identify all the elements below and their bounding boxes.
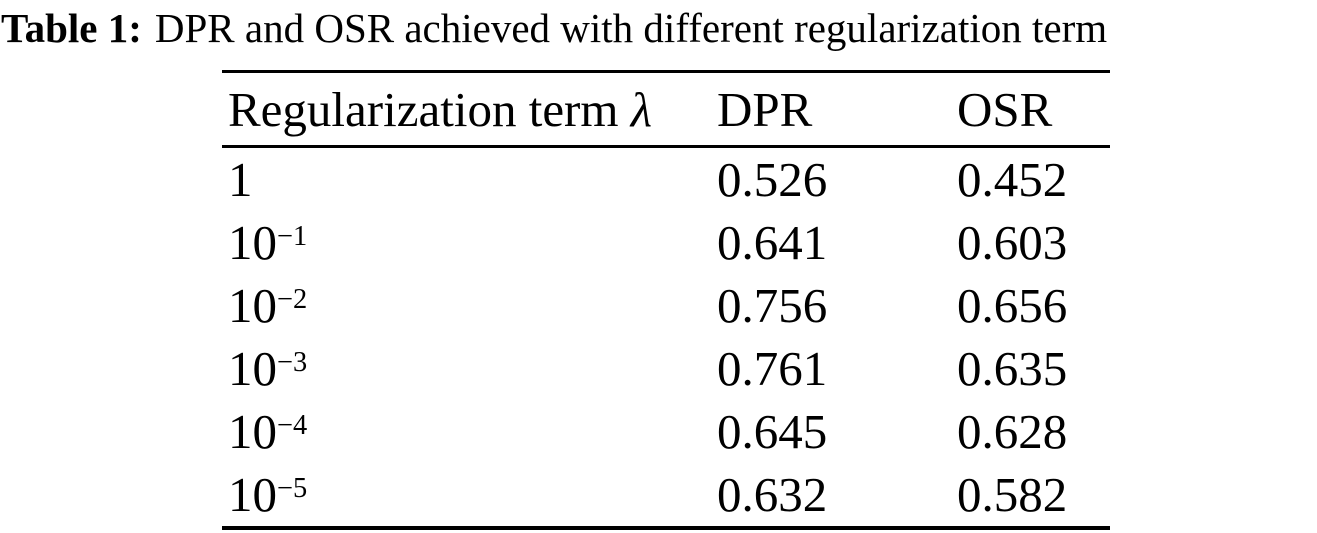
dpr-value: 0.756: [717, 278, 828, 333]
lambda-exponent: −3: [277, 346, 308, 378]
table-bottom-rule: [222, 526, 1110, 530]
table-mid-rule: [222, 145, 1110, 148]
table-row: 1 0.526 0.452: [222, 148, 1110, 211]
osr-value: 0.628: [957, 404, 1068, 459]
lambda-base: 10: [228, 404, 277, 459]
dpr-value: 0.641: [717, 215, 828, 270]
dpr-value: 0.761: [717, 341, 828, 396]
lambda-exponent: −2: [277, 283, 308, 315]
osr-value: 0.635: [957, 341, 1068, 396]
column-header-dpr: DPR: [717, 81, 813, 137]
dpr-value: 0.526: [717, 152, 828, 207]
lambda-symbol: λ: [630, 81, 652, 137]
column-header-regularization: Regularization term λ: [222, 81, 717, 138]
lambda-base: 10: [228, 215, 277, 270]
table-row: 10−1 0.641 0.603: [222, 211, 1110, 274]
table-top-rule: [222, 70, 1110, 73]
osr-value: 0.656: [957, 278, 1068, 333]
column-header-osr: OSR: [957, 81, 1053, 137]
dpr-value: 0.632: [717, 467, 828, 522]
lambda-value: 10−1: [222, 214, 717, 271]
table-row: 10−4 0.645 0.628: [222, 400, 1110, 463]
table-header-row: Regularization term λ DPR OSR: [222, 73, 1110, 145]
osr-value: 0.603: [957, 215, 1068, 270]
table-caption-label: Table 1:: [1, 5, 142, 51]
lambda-value: 10−4: [222, 403, 717, 460]
results-table: Regularization term λ DPR OSR 1 0.526 0.…: [222, 70, 1110, 530]
osr-value: 0.452: [957, 152, 1068, 207]
lambda-base: 10: [228, 341, 277, 396]
column-header-regularization-text: Regularization term: [228, 81, 619, 137]
lambda-value: 1: [222, 151, 717, 208]
lambda-exponent: −4: [277, 409, 308, 441]
lambda-base: 10: [228, 467, 277, 522]
lambda-base: 1: [228, 152, 253, 207]
lambda-exponent: −5: [277, 472, 308, 504]
table-caption: Table 1: DPR and OSR achieved with differ…: [1, 3, 1107, 54]
lambda-base: 10: [228, 278, 277, 333]
table-caption-text: DPR and OSR achieved with different regu…: [154, 5, 1108, 51]
dpr-value: 0.645: [717, 404, 828, 459]
lambda-value: 10−5: [222, 466, 717, 523]
lambda-value: 10−2: [222, 277, 717, 334]
table-row: 10−3 0.761 0.635: [222, 337, 1110, 400]
table-row: 10−2 0.756 0.656: [222, 274, 1110, 337]
lambda-value: 10−3: [222, 340, 717, 397]
lambda-exponent: −1: [277, 220, 308, 252]
osr-value: 0.582: [957, 467, 1068, 522]
table-row: 10−5 0.632 0.582: [222, 463, 1110, 526]
